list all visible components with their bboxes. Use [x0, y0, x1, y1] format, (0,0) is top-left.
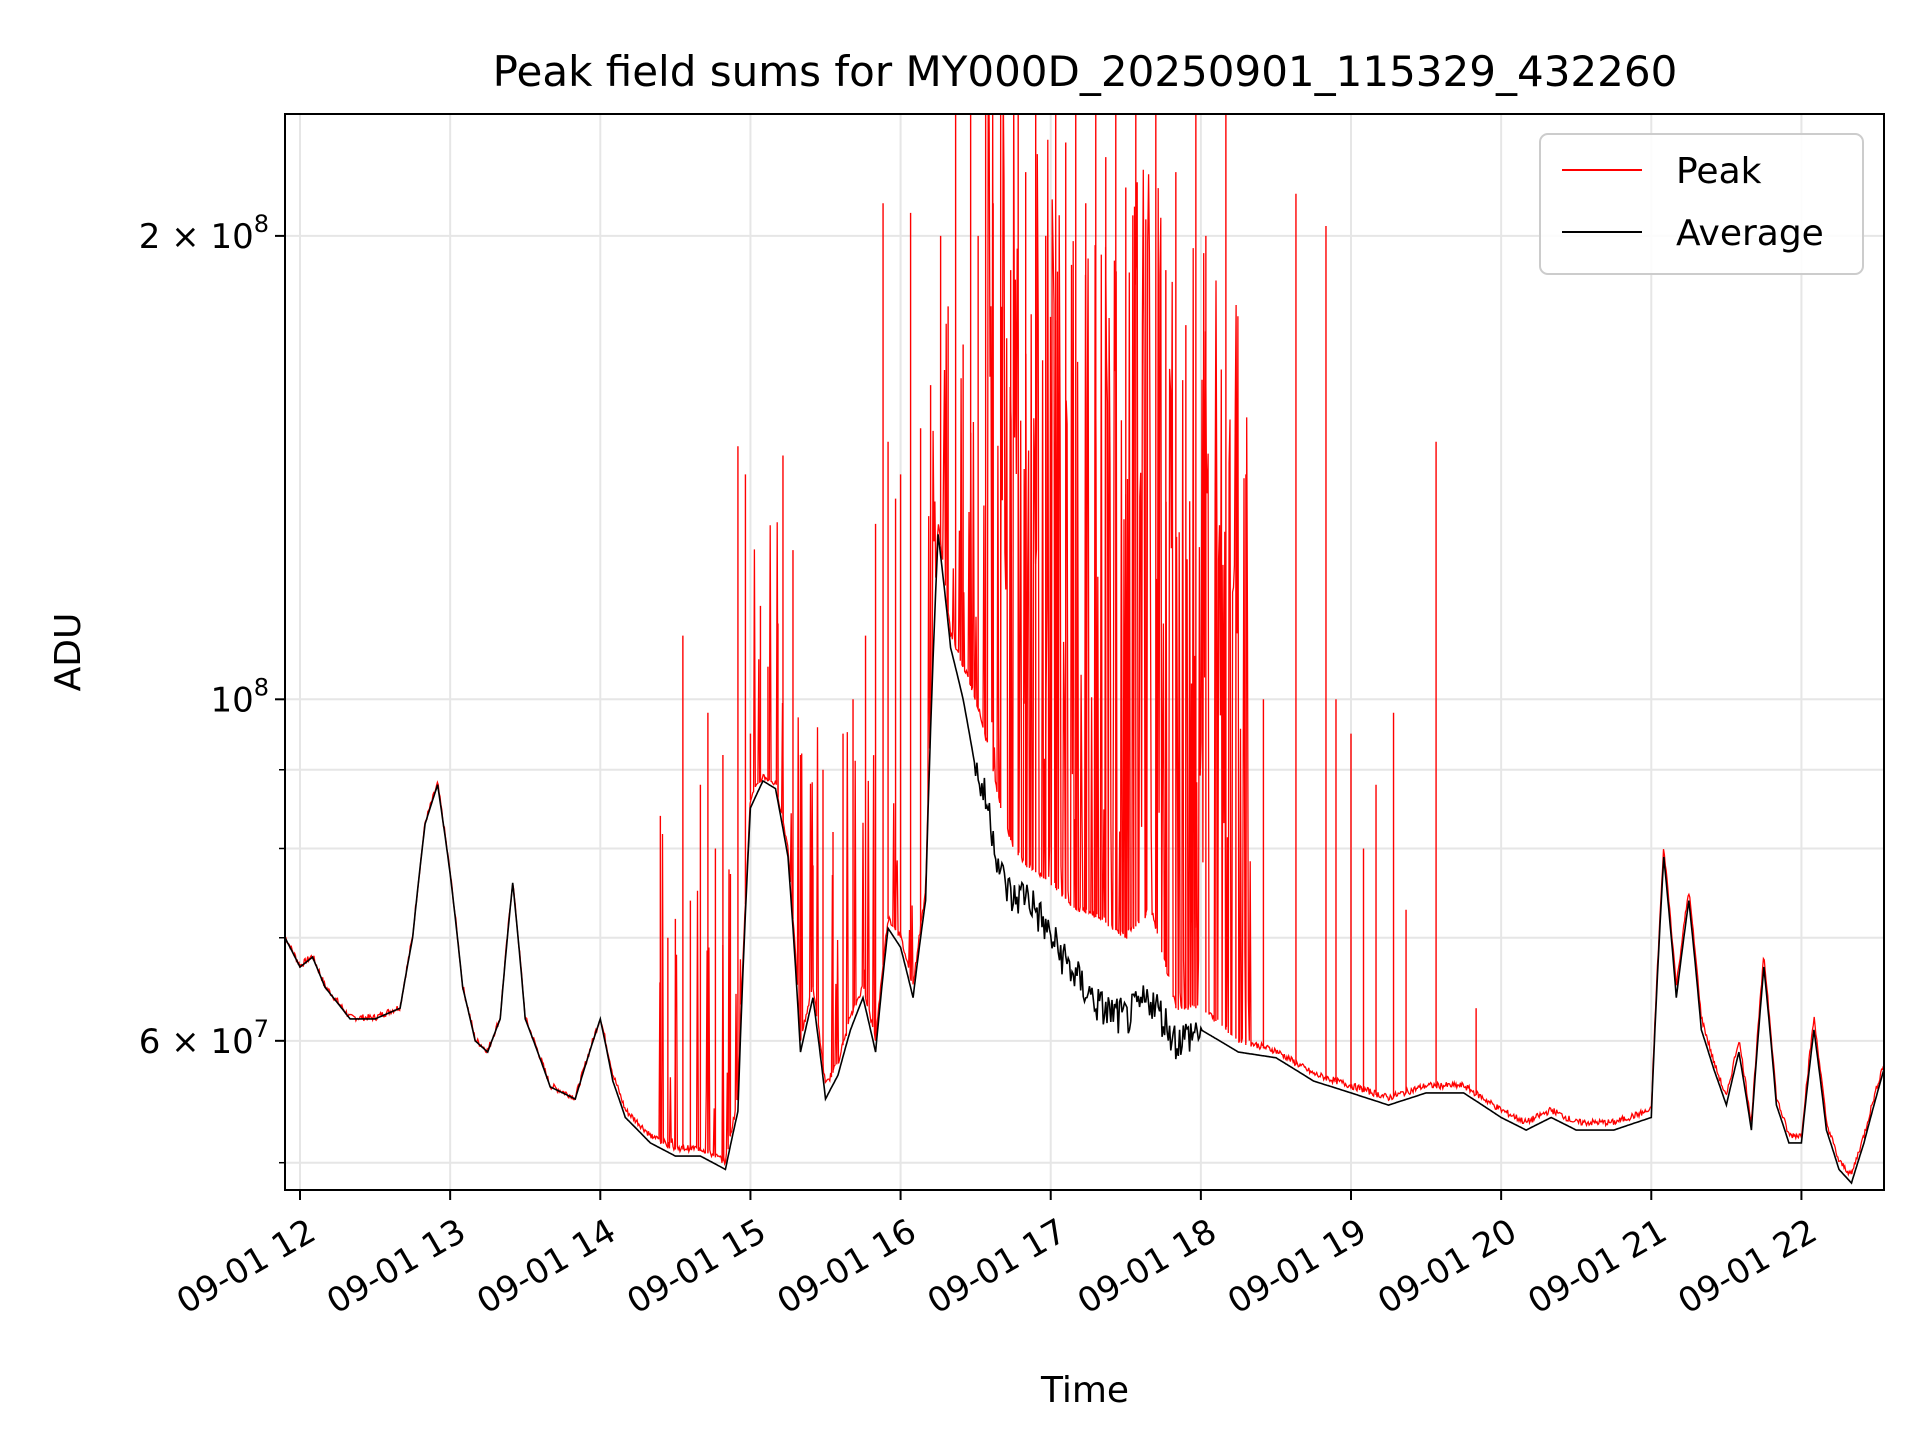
y-axis-label: ADU: [48, 613, 89, 692]
legend-average-label: Average: [1676, 213, 1824, 254]
chart-title: Peak field sums for MY000D_20250901_1153…: [493, 47, 1678, 96]
y-tick-label: 6 × 107: [139, 1015, 269, 1062]
series-layer: [285, 114, 1884, 1185]
x-axis-label: Time: [1040, 1370, 1129, 1411]
y-tick-label: 2 × 108: [139, 210, 269, 257]
legend-peak-label: Peak: [1676, 151, 1762, 192]
plot-frame: [284, 113, 1885, 1191]
series-average-line: [285, 534, 1884, 1185]
y-axis: 2 × 108 108 6 × 107: [139, 210, 285, 1164]
legend: Peak Average: [1539, 133, 1864, 275]
y-tick-label: 108: [210, 673, 269, 720]
series-peak-line: [285, 114, 1884, 1177]
